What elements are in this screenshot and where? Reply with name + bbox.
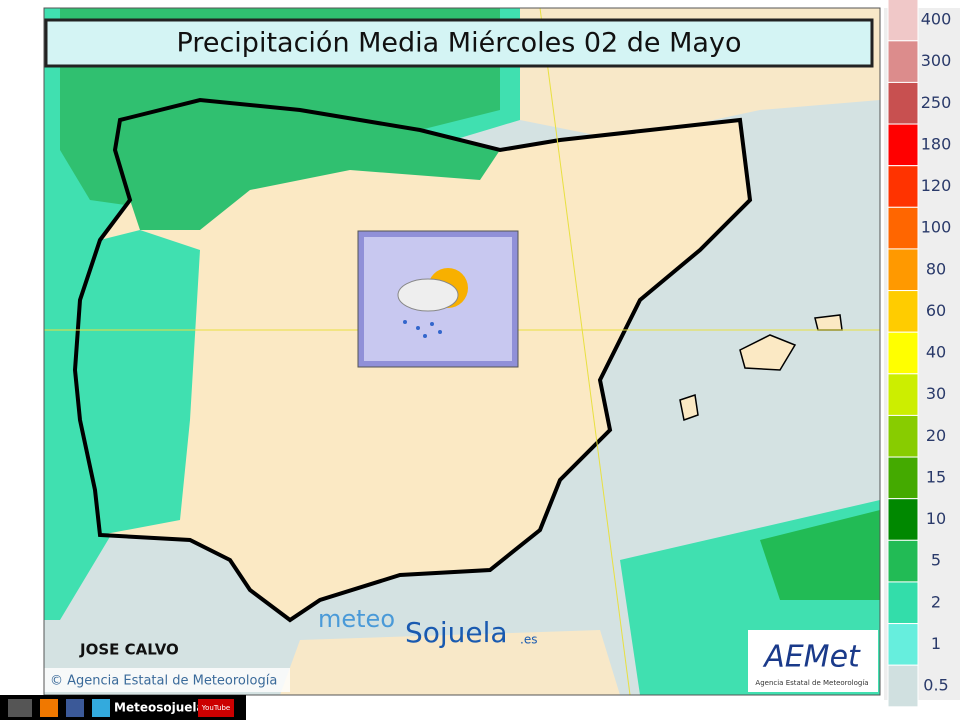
aemet-logo-bg (748, 630, 878, 692)
rain-drops (403, 320, 442, 338)
legend-swatch (887, 373, 919, 416)
map-frame (43, 7, 881, 696)
legend-label: 120 (921, 176, 952, 195)
legend-swatch (887, 248, 919, 292)
legend-swatch (887, 581, 919, 625)
legend-swatch (887, 664, 919, 708)
icon-instagram[interactable] (8, 699, 32, 717)
legend-label: 40 (926, 343, 946, 362)
source-bg (44, 668, 290, 692)
rain-area-portugal (75, 230, 200, 535)
legend-swatch (887, 414, 919, 458)
icon-twitter[interactable] (92, 699, 110, 717)
legend-swatch (887, 206, 919, 250)
footer-youtube[interactable]: YouTube (201, 704, 230, 712)
legend-swatch (887, 123, 919, 167)
icon-facebook[interactable] (66, 699, 84, 717)
legend-swatch (887, 165, 919, 208)
legend-label: 300 (921, 51, 952, 70)
icon-blogger[interactable] (40, 699, 58, 717)
legend-label: 2 (931, 592, 941, 611)
source: © Agencia Estatal de Meteorología (50, 674, 277, 689)
legend-label: 180 (921, 134, 952, 153)
legend-swatch (887, 81, 919, 125)
footer-site[interactable]: Meteosojuela (114, 701, 205, 715)
cloud (397, 278, 459, 312)
legend-swatch (887, 539, 919, 583)
brand-es: .es (520, 633, 537, 647)
legend-label: 15 (926, 467, 946, 486)
title-box (44, 18, 874, 68)
legend-label: 100 (921, 218, 952, 237)
island-mallorca (739, 334, 797, 371)
legend-label: 400 (921, 10, 952, 29)
island-ibiza (679, 394, 699, 421)
legend-label: 20 (926, 426, 946, 445)
map: Precipitación Media Miércoles 02 de Mayo… (44, 7, 880, 696)
title: Precipitación Media Miércoles 02 de Mayo (177, 28, 742, 59)
legend-label: 250 (921, 93, 952, 112)
legend-label: 80 (926, 259, 946, 278)
legend: 400 300 250 180 120 100 80 60 40 30 20 15 10 5 2 1 0.5 (887, 0, 952, 708)
icon-youtube[interactable] (198, 699, 234, 717)
legend-label: 60 (926, 301, 946, 320)
rain-area-core (760, 510, 880, 600)
legend-swatch (887, 623, 919, 666)
author: JOSE CALVO (79, 641, 179, 659)
brand-meteo: meteo (318, 605, 395, 633)
coastline (72, 97, 753, 623)
legend-swatch (887, 40, 919, 83)
aemet-subtitle: Agencia Estatal de Meteorología (755, 679, 868, 687)
aemet-logo: AEMet (762, 640, 861, 675)
legend-swatch (887, 290, 919, 333)
legend-swatch (887, 456, 919, 500)
legend-label: 30 (926, 384, 946, 403)
legend-label: 10 (926, 509, 946, 528)
legend-label: 5 (931, 551, 941, 570)
rain-area-cantabria (115, 100, 500, 230)
legend-label: 1 (931, 634, 941, 653)
legend-label: 0.5 (923, 676, 948, 695)
legend-swatch (887, 498, 919, 541)
land-africa (280, 630, 620, 695)
island-menorca (814, 314, 843, 331)
brand-sojuela: Sojuela (405, 616, 508, 649)
legend-swatch (887, 0, 919, 42)
meridian-line (539, 7, 631, 696)
legend-swatch (887, 331, 919, 375)
